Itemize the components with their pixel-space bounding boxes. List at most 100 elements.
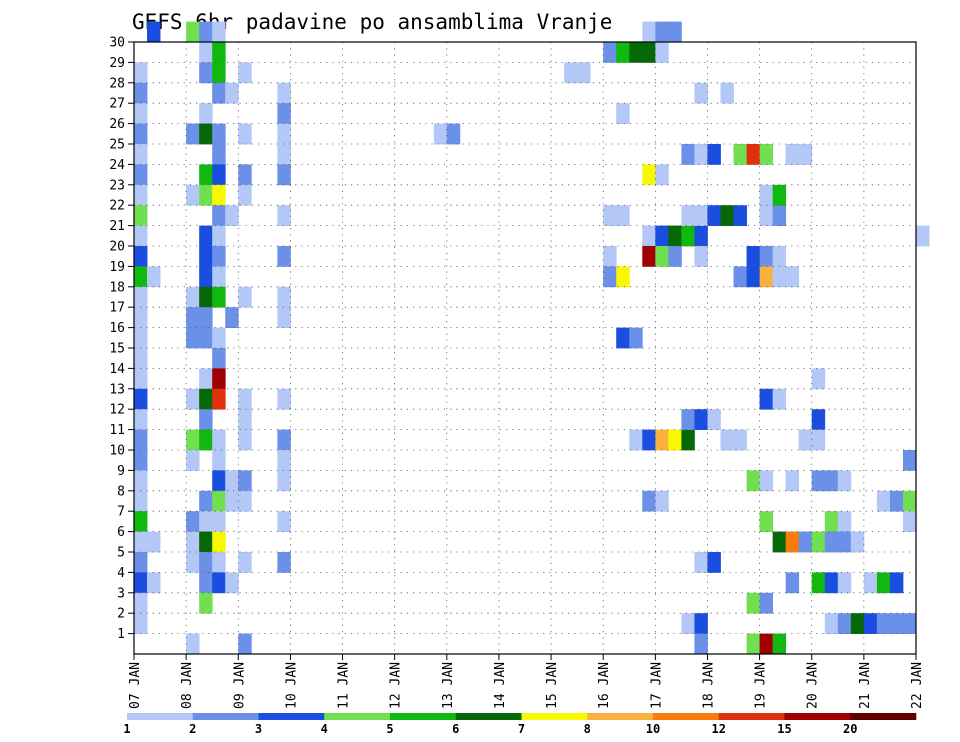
precip-cell — [147, 21, 161, 43]
precip-cell — [212, 388, 226, 410]
precip-cell — [629, 327, 643, 349]
precip-cell — [212, 368, 226, 390]
precip-cell — [212, 62, 226, 84]
precip-cell — [134, 327, 148, 349]
precip-cell — [798, 144, 813, 165]
y-tick-label: 28 — [109, 76, 125, 91]
y-tick-label: 1 — [117, 627, 125, 642]
precip-cell — [186, 327, 200, 349]
precip-cell — [772, 266, 787, 288]
precip-cell — [655, 164, 669, 186]
precip-cell — [850, 531, 865, 553]
precip-cell — [212, 205, 226, 226]
precip-cell — [785, 144, 800, 165]
precip-cell — [212, 348, 226, 369]
precip-cell — [212, 450, 226, 471]
precip-cell — [225, 205, 239, 226]
precip-cell — [876, 490, 891, 512]
precip-cell — [225, 572, 239, 594]
precip-cell — [681, 409, 695, 430]
precip-cell — [824, 572, 839, 594]
precip-cell — [134, 552, 148, 573]
precip-cell — [655, 42, 669, 63]
precip-cell — [668, 429, 682, 451]
precip-cell — [733, 144, 747, 165]
precip-cell — [889, 490, 904, 512]
precip-cell — [759, 246, 774, 267]
colorbar-label: 3 — [255, 722, 262, 736]
precip-cell — [212, 429, 226, 451]
colorbar-swatch — [718, 713, 785, 720]
precip-cell — [199, 184, 213, 206]
precip-cell — [629, 429, 643, 451]
precip-cell — [785, 470, 800, 492]
x-tick-label: 11 JAN — [337, 662, 352, 709]
y-tick-label: 8 — [117, 484, 125, 499]
precip-cell — [603, 205, 617, 226]
precip-cell — [134, 613, 148, 634]
precip-cell — [212, 266, 226, 288]
precip-cell — [616, 266, 630, 288]
precip-cell — [238, 164, 252, 186]
precip-cell — [238, 184, 252, 206]
precip-cell — [134, 225, 148, 247]
precip-cell — [681, 205, 695, 226]
precip-cell — [785, 266, 800, 288]
precip-cell — [212, 552, 226, 573]
precip-cell — [212, 144, 226, 165]
colorbar-label: 10 — [646, 722, 660, 736]
x-tick-label: 22 JAN — [910, 662, 925, 709]
precip-cell — [837, 613, 852, 634]
precip-cell — [759, 388, 774, 410]
precip-cell — [134, 103, 148, 124]
colorbar-swatch — [521, 713, 588, 720]
precip-cell — [147, 572, 161, 594]
precip-cell — [186, 307, 200, 328]
precip-cell — [694, 409, 708, 430]
precip-cell — [134, 164, 148, 186]
precip-cell — [199, 42, 213, 63]
precip-cell — [277, 470, 291, 492]
precip-cell — [212, 42, 226, 63]
precip-cell — [212, 531, 226, 553]
colorbar-label: 12 — [712, 722, 726, 736]
precip-cell — [212, 490, 226, 512]
precip-cell — [772, 184, 787, 206]
x-tick-label: 17 JAN — [649, 662, 664, 709]
precip-cell — [694, 205, 708, 226]
precip-cell — [212, 82, 226, 104]
precip-cell — [238, 470, 252, 492]
precip-cell — [212, 511, 226, 532]
precip-cell — [616, 327, 630, 349]
precip-cell — [785, 531, 800, 553]
precip-cell — [876, 613, 891, 634]
precip-cell — [212, 286, 226, 308]
colorbar-label: 1 — [123, 722, 130, 736]
precip-cell — [199, 246, 213, 267]
x-tick-label: 16 JAN — [597, 662, 612, 709]
precip-cell — [238, 388, 252, 410]
precip-cell — [212, 225, 226, 247]
y-tick-label: 14 — [109, 362, 125, 377]
y-tick-label: 26 — [109, 117, 125, 132]
precip-cell — [837, 470, 852, 492]
colorbar-swatch — [850, 713, 917, 720]
y-tick-label: 25 — [109, 138, 125, 153]
precip-cell — [720, 429, 734, 451]
colorbar-swatch — [324, 713, 391, 720]
colorbar-label: 20 — [843, 722, 857, 736]
precip-cell — [212, 470, 226, 492]
precip-cell — [746, 246, 760, 267]
precip-cell — [668, 246, 682, 267]
precip-cell — [186, 286, 200, 308]
y-tick-label: 15 — [109, 342, 125, 357]
precip-cell — [694, 82, 708, 104]
precip-cell — [199, 388, 213, 410]
precip-cell — [746, 144, 760, 165]
precip-cell — [277, 552, 291, 573]
precip-cell — [199, 62, 213, 84]
precip-cell — [785, 572, 800, 594]
precip-cell — [225, 82, 239, 104]
precip-cell — [824, 613, 839, 634]
colorbar-swatch — [390, 713, 457, 720]
